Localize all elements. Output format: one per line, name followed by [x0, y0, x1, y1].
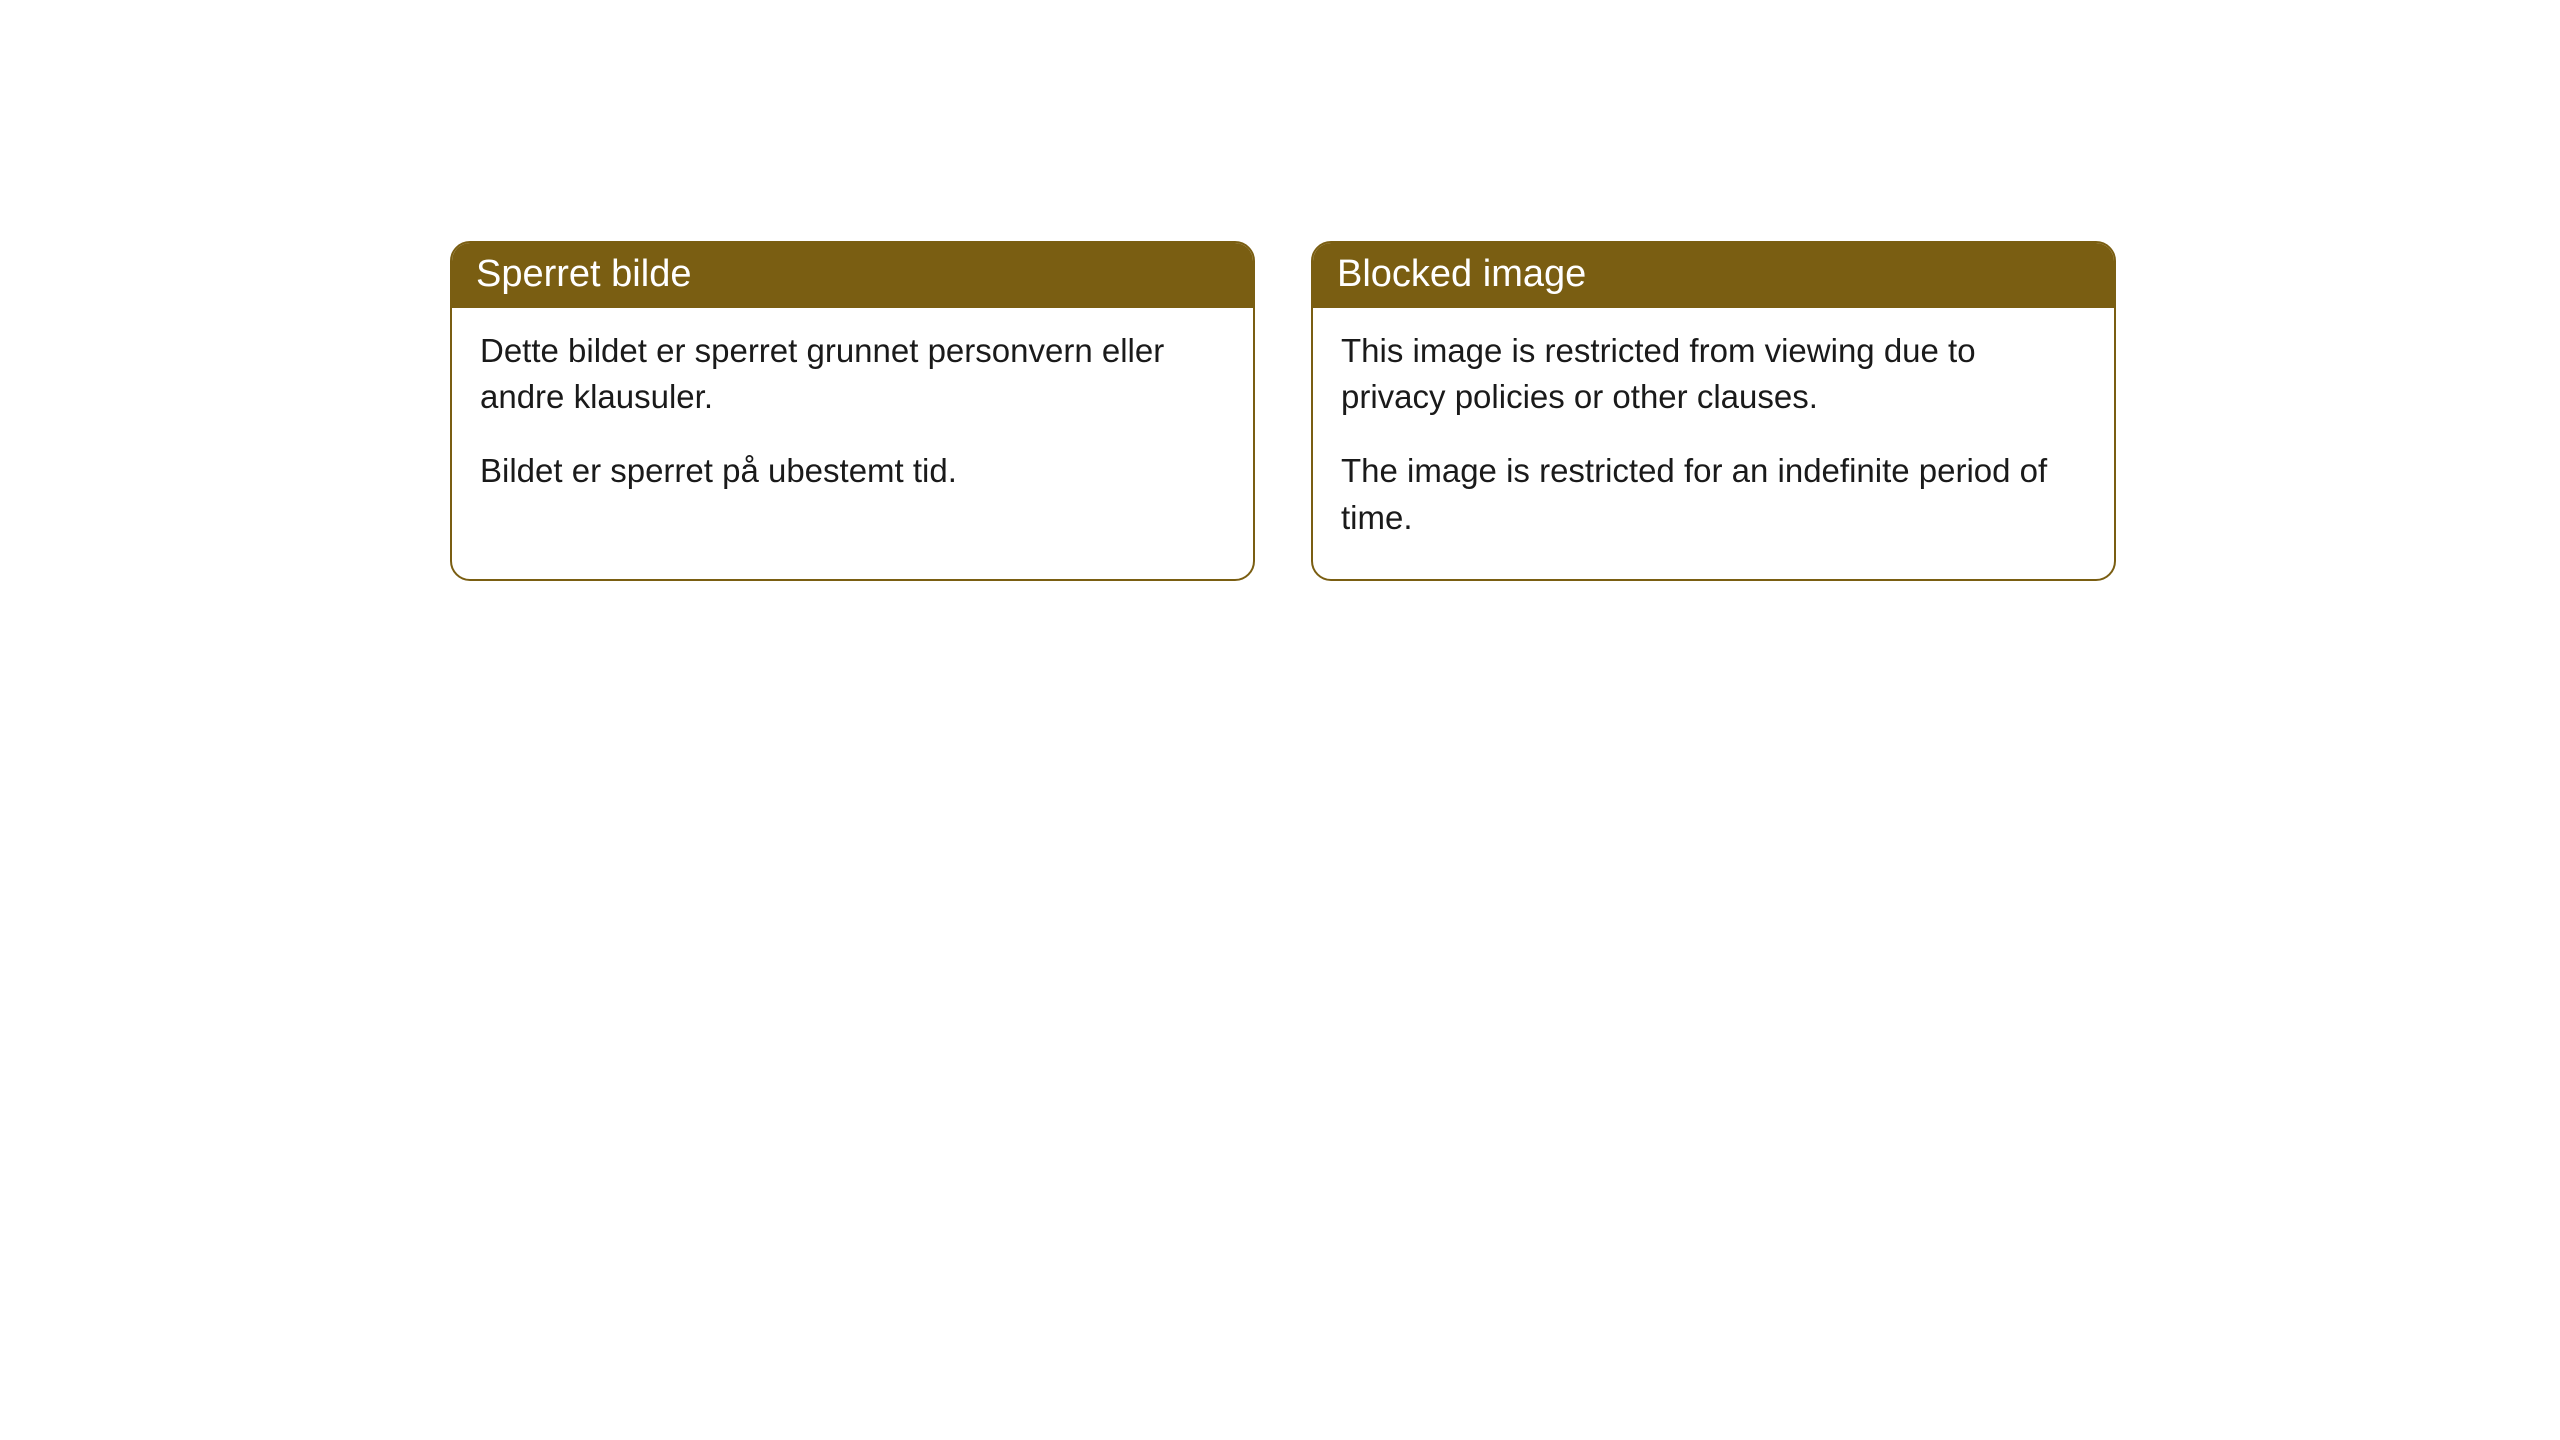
card-paragraph: Dette bildet er sperret grunnet personve… [480, 328, 1225, 420]
card-title: Blocked image [1313, 243, 2114, 308]
card-body: Dette bildet er sperret grunnet personve… [452, 308, 1253, 533]
blocked-image-card-no: Sperret bilde Dette bildet er sperret gr… [450, 241, 1255, 581]
card-paragraph: The image is restricted for an indefinit… [1341, 448, 2086, 540]
notice-cards-row: Sperret bilde Dette bildet er sperret gr… [450, 241, 2116, 581]
card-paragraph: This image is restricted from viewing du… [1341, 328, 2086, 420]
card-body: This image is restricted from viewing du… [1313, 308, 2114, 579]
blocked-image-card-en: Blocked image This image is restricted f… [1311, 241, 2116, 581]
card-paragraph: Bildet er sperret på ubestemt tid. [480, 448, 1225, 494]
card-title: Sperret bilde [452, 243, 1253, 308]
